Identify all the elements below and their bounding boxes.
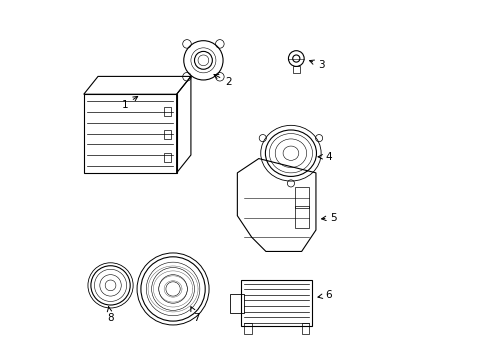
Text: 2: 2 xyxy=(214,75,231,87)
Text: 3: 3 xyxy=(309,60,324,70)
Bar xyxy=(164,130,170,139)
Bar xyxy=(164,153,170,162)
Bar xyxy=(294,206,308,228)
Text: 6: 6 xyxy=(317,290,331,300)
Text: 4: 4 xyxy=(317,152,331,162)
Bar xyxy=(301,323,308,334)
Text: 1: 1 xyxy=(122,96,138,110)
Bar xyxy=(294,187,308,208)
Text: 8: 8 xyxy=(107,307,114,323)
Text: 7: 7 xyxy=(190,307,199,323)
Text: 5: 5 xyxy=(321,212,336,222)
Bar xyxy=(230,294,244,312)
Bar xyxy=(164,107,170,116)
Bar xyxy=(241,280,312,327)
Bar xyxy=(244,323,251,334)
